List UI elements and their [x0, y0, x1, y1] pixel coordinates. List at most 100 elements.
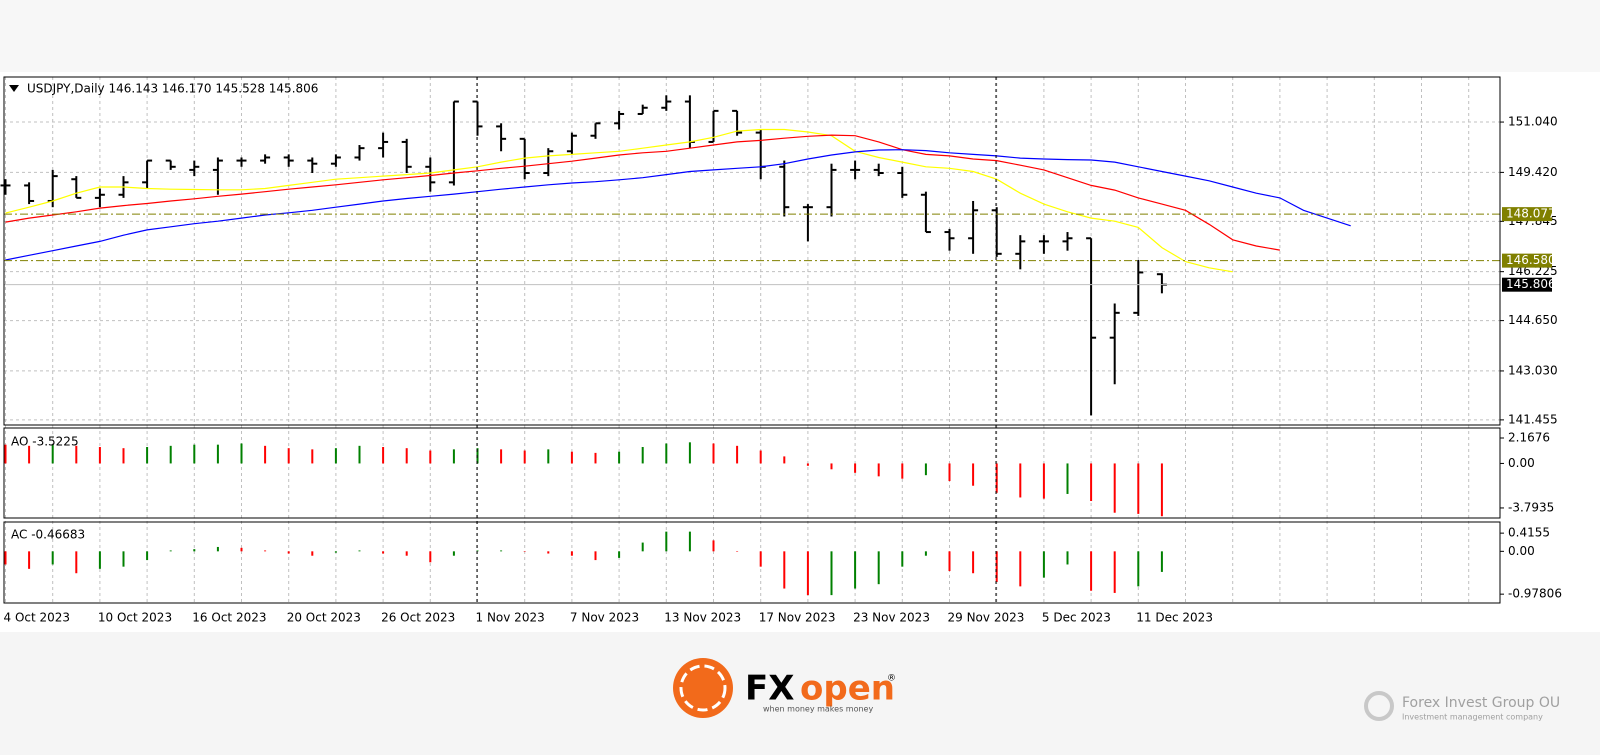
x-tick-label: 11 Dec 2023: [1136, 611, 1213, 625]
x-tick-label: 5 Dec 2023: [1042, 611, 1111, 625]
histogram-bar: [429, 450, 432, 464]
y-tick-label: 151.040: [1508, 115, 1558, 129]
histogram-bar: [830, 463, 833, 470]
y-tick-label: -0.97806: [1508, 587, 1562, 601]
histogram-bar: [98, 551, 101, 569]
histogram-bar: [594, 551, 597, 561]
main-panel-frame: [3, 76, 1501, 426]
histogram-bar: [1066, 551, 1069, 565]
histogram-bar: [4, 444, 7, 464]
histogram-bar: [216, 444, 219, 464]
histogram-bar: [452, 449, 455, 464]
histogram-bar: [311, 449, 314, 464]
histogram-bar: [287, 551, 290, 554]
histogram-bar: [924, 463, 927, 476]
ac-panel-frame: [3, 521, 1501, 604]
histogram-bar: [382, 447, 385, 464]
histogram-bar: [146, 447, 149, 464]
histogram-bar: [500, 449, 503, 464]
histogram-bar: [688, 442, 691, 464]
histogram-bar: [547, 449, 550, 464]
histogram-bar: [382, 551, 385, 554]
histogram-bar: [51, 551, 54, 565]
histogram-bar: [641, 542, 644, 552]
histogram-bar: [783, 551, 786, 589]
histogram-bar: [287, 448, 290, 464]
histogram-bar: [736, 551, 739, 552]
ao-title: AO -3.5225: [11, 435, 79, 449]
histogram-bar: [240, 443, 243, 464]
registered: ®: [887, 674, 896, 684]
histogram-bar: [688, 531, 691, 552]
x-tick-label: 17 Nov 2023: [759, 611, 836, 625]
histogram-bar: [216, 546, 219, 552]
price-level-label: 146.580: [1506, 253, 1556, 267]
menu-triangle[interactable]: [9, 85, 19, 92]
histogram-bar: [240, 547, 243, 552]
histogram-bar: [1160, 551, 1163, 572]
histogram-bar: [594, 452, 597, 464]
x-tick-label: 10 Oct 2023: [98, 611, 172, 625]
company-name: Forex Invest Group OU: [1402, 695, 1560, 711]
histogram-bar: [75, 551, 78, 574]
histogram-bar: [4, 551, 7, 565]
y-tick-label: 0.00: [1508, 456, 1535, 470]
histogram-bar: [98, 447, 101, 464]
histogram-bar: [665, 531, 668, 552]
y-tick-label: 141.455: [1508, 412, 1558, 426]
price-level-box: [1502, 277, 1552, 292]
histogram-bar: [901, 551, 904, 567]
histogram-bar: [122, 551, 125, 567]
x-tick-label: 4 Oct 2023: [4, 611, 71, 625]
ac-title: AC -0.46683: [11, 528, 85, 542]
histogram-bar: [405, 551, 408, 556]
y-tick-label: 143.030: [1508, 363, 1558, 377]
histogram-bar: [500, 550, 503, 552]
histogram-bar: [854, 551, 857, 589]
histogram-bar: [169, 550, 172, 552]
footer-background: [0, 632, 1600, 755]
price-level-box: [1502, 253, 1552, 268]
company-sub: Investment management company: [1402, 713, 1543, 722]
x-tick-label: 16 Oct 2023: [192, 611, 266, 625]
x-tick-label: 26 Oct 2023: [381, 611, 455, 625]
histogram-bar: [712, 443, 715, 464]
histogram-bar: [1019, 463, 1022, 498]
histogram-bar: [1090, 463, 1093, 501]
histogram-bar: [1042, 463, 1045, 499]
x-tick-label: 23 Nov 2023: [853, 611, 930, 625]
histogram-bar: [618, 551, 621, 558]
histogram-bar: [641, 447, 644, 464]
histogram-bar: [169, 445, 172, 464]
histogram-bar: [523, 551, 526, 552]
histogram-bar: [75, 445, 78, 464]
moving-average: [5, 134, 1281, 251]
company-icon: [1364, 691, 1394, 721]
y-tick-label: 149.420: [1508, 165, 1558, 179]
x-tick-label: 20 Oct 2023: [287, 611, 361, 625]
histogram-bar: [972, 551, 975, 574]
histogram-bar: [665, 443, 668, 464]
histogram-bar: [358, 550, 361, 552]
x-tick-label: 7 Nov 2023: [570, 611, 639, 625]
histogram-bar: [948, 463, 951, 482]
y-tick-label: 146.225: [1508, 264, 1558, 278]
histogram-bar: [28, 551, 31, 569]
histogram-bar: [358, 445, 361, 464]
x-tick-label: 13 Nov 2023: [664, 611, 741, 625]
histogram-bar: [877, 551, 880, 585]
price-level-label: 145.806: [1506, 277, 1556, 291]
histogram-bar: [547, 551, 550, 554]
histogram-bar: [146, 551, 149, 561]
histogram-bar: [783, 456, 786, 464]
fxopen-logo: FX open ® when money makes money: [673, 658, 896, 718]
histogram-bar: [51, 444, 54, 464]
histogram-bar: [806, 551, 809, 596]
histogram-bar: [334, 551, 337, 553]
moving-average: [5, 128, 1233, 273]
brand-fx: FX: [745, 669, 794, 709]
histogram-bar: [972, 463, 975, 486]
histogram-bar: [193, 549, 196, 552]
histogram-bar: [429, 551, 432, 563]
x-tick-label: 29 Nov 2023: [948, 611, 1025, 625]
